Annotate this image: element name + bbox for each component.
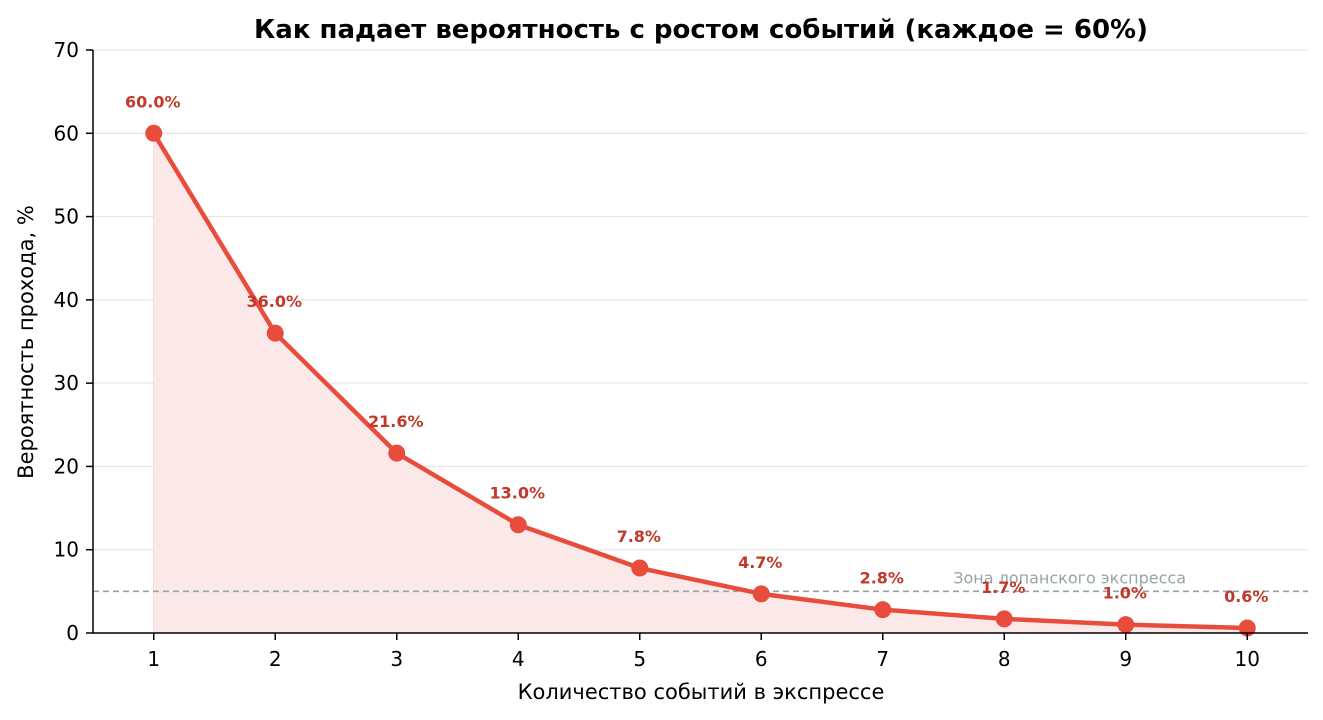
data-label: 60.0%: [125, 92, 181, 111]
y-tick-label: 50: [54, 205, 79, 229]
data-label: 13.0%: [489, 484, 545, 503]
data-label: 21.6%: [368, 412, 424, 431]
data-point: [509, 516, 527, 534]
x-tick-label: 7: [876, 647, 889, 671]
x-axis-label: Количество событий в экспрессе: [518, 680, 885, 704]
x-tick-label: 2: [269, 647, 282, 671]
reference-line-label: Зона лопанского экспресса: [953, 568, 1186, 587]
data-point: [266, 324, 284, 342]
data-labels: 60.0% 36.0% 21.6% 13.0% 7.8% 4.7% 2.8% 1.7% 1.0%…: [125, 92, 1268, 606]
series-line: [151, 131, 1250, 631]
data-point: [388, 444, 406, 462]
x-tick-label: 4: [512, 647, 525, 671]
data-label: 7.8%: [617, 527, 661, 546]
data-label: 4.7%: [738, 553, 782, 572]
data-point: [1117, 616, 1135, 634]
y-tick-label: 40: [54, 288, 79, 312]
y-tick-label: 10: [54, 538, 79, 562]
data-label: 36.0%: [246, 292, 302, 311]
y-tick-label: 20: [54, 454, 79, 478]
x-tick-label: 1: [147, 647, 160, 671]
x-tick-label: 9: [1119, 647, 1132, 671]
x-tick-label: 5: [633, 647, 646, 671]
data-point: [145, 124, 163, 142]
data-points: [145, 124, 1256, 637]
y-tick-label: 0: [66, 621, 79, 645]
data-point: [995, 610, 1013, 628]
data-label: 1.0%: [1103, 584, 1147, 603]
area-under-line: [153, 133, 1248, 634]
chart-title: Как падает вероятность с ростом событий …: [254, 15, 1148, 45]
axes: [92, 50, 1308, 634]
x-tick-label: 6: [755, 647, 768, 671]
x-tick-label: 8: [998, 647, 1011, 671]
data-label: 0.6%: [1224, 587, 1268, 606]
y-tick-label: 30: [54, 371, 79, 395]
y-ticks: 0 10 20 30 40 50 60 70: [54, 38, 93, 645]
x-ticks: 1 2 3 4 5 6 7 8 9 10: [147, 633, 1260, 671]
data-label: 2.8%: [860, 569, 904, 588]
y-axis-label: Вероятность прохода, %: [14, 205, 38, 479]
y-tick-label: 60: [54, 121, 79, 145]
data-point: [752, 585, 770, 603]
data-point: [631, 559, 649, 577]
y-tick-label: 70: [54, 38, 79, 62]
x-tick-label: 10: [1235, 647, 1260, 671]
data-point: [874, 601, 892, 619]
data-label: 1.7%: [981, 578, 1025, 597]
x-tick-label: 3: [390, 647, 403, 671]
